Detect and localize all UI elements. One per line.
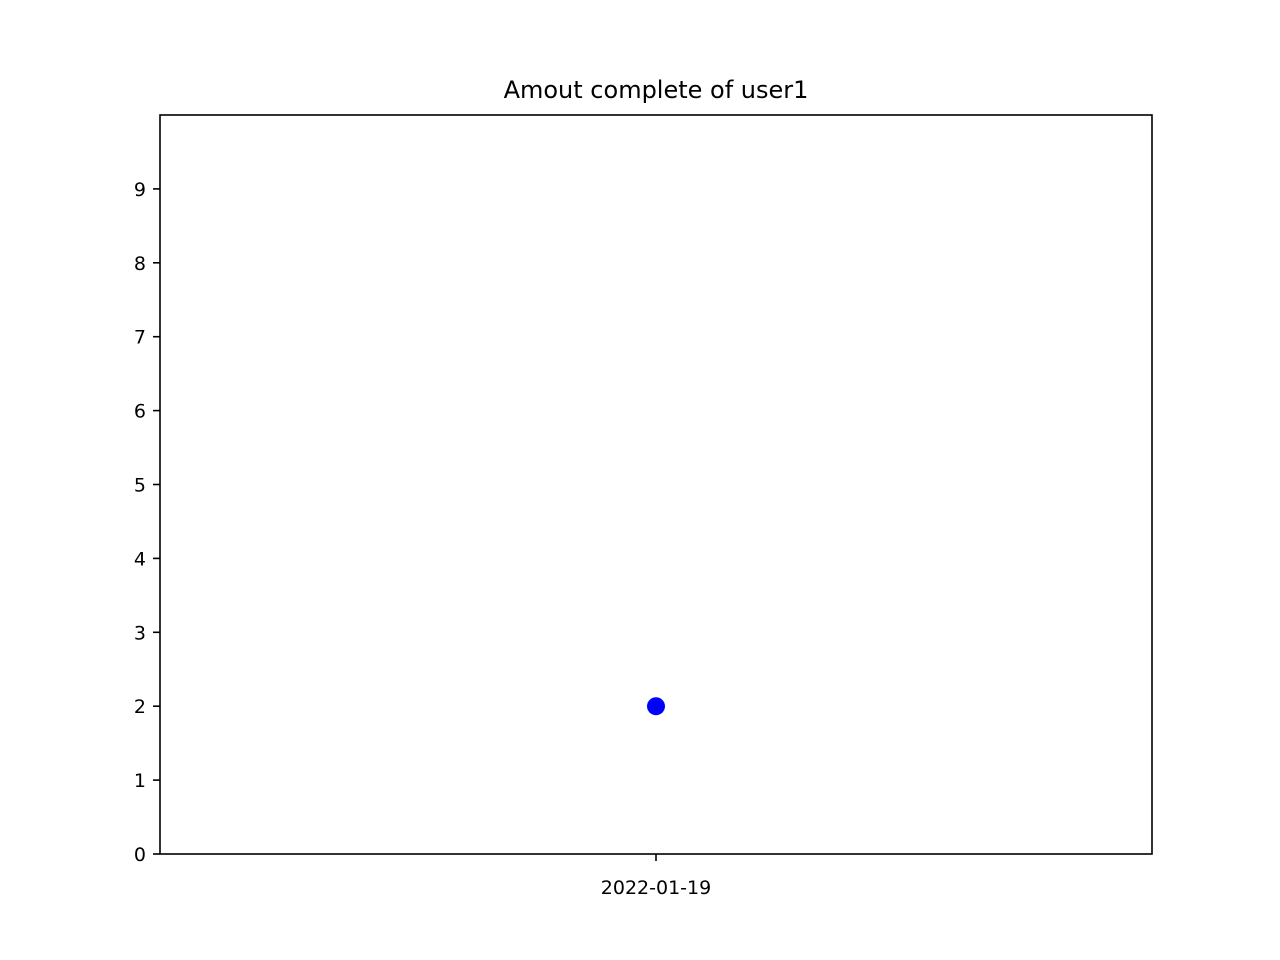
y-tick-label: 9: [134, 179, 146, 201]
y-tick-label: 3: [134, 622, 146, 644]
y-tick-label: 0: [134, 844, 146, 866]
y-tick-label: 2: [134, 696, 146, 718]
y-tick-label: 5: [134, 475, 146, 497]
y-tick-label: 8: [134, 253, 146, 275]
x-axis: 2022-01-19: [601, 854, 711, 899]
data-point: [647, 697, 665, 716]
chart-title: Amout complete of user1: [504, 76, 809, 104]
y-tick-label: 6: [134, 401, 146, 423]
plot-area: [647, 697, 665, 716]
y-axis: 0 1 2 3 4 5 6 7 8 9: [134, 179, 160, 866]
y-tick-label: 1: [134, 770, 146, 792]
x-tick-label: 2022-01-19: [601, 877, 711, 899]
y-tick-label: 7: [134, 327, 146, 349]
y-tick-label: 4: [134, 548, 146, 570]
